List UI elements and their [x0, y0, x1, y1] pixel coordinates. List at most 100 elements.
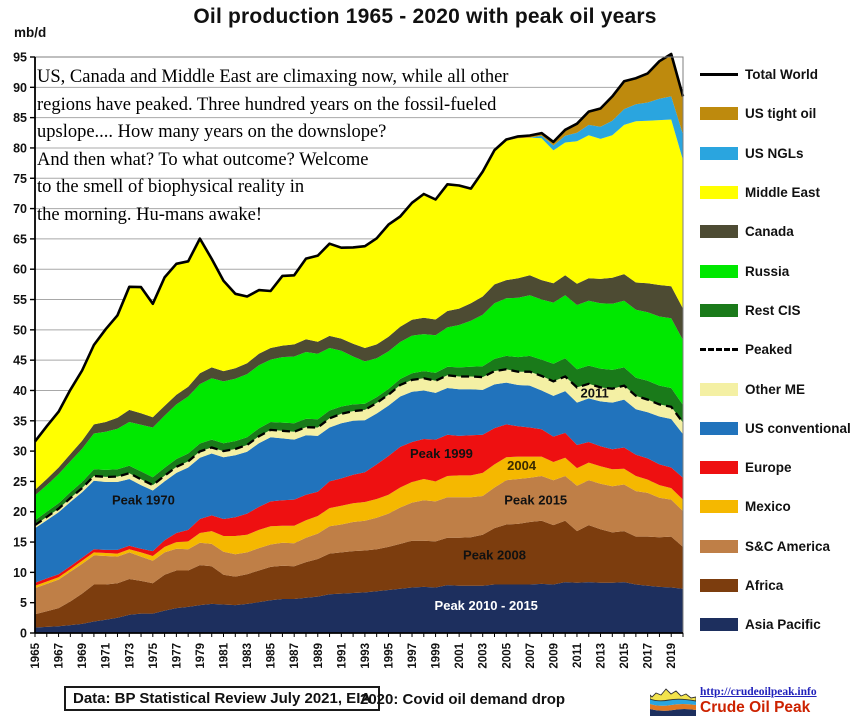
- y-tick-label: 65: [13, 232, 27, 246]
- x-tick-label: 2007: [525, 643, 537, 669]
- legend-swatch-s-c-america: [700, 539, 738, 553]
- legend-swatch-russia: [700, 264, 738, 278]
- x-tick-label: 2003: [478, 643, 490, 669]
- legend-swatch-other-me: [700, 382, 738, 396]
- y-tick-label: 75: [13, 172, 27, 186]
- area-canada: [35, 274, 683, 496]
- y-axis: 0 5 10 15 20 25 30 35 40 45 50 55 60 65 70 75 80 85 90 95: [13, 51, 36, 641]
- y-tick-label: 85: [13, 111, 27, 125]
- x-tick-label: 1991: [336, 642, 348, 668]
- legend-swatch-peaked: [700, 348, 738, 352]
- legend-item-russia: Russia: [700, 251, 850, 290]
- y-tick-label: 30: [13, 445, 27, 459]
- y-tick-label: 10: [13, 566, 27, 580]
- y-tick-label: 60: [13, 263, 27, 277]
- legend-item-asia-pacific: Asia Pacific: [700, 605, 850, 644]
- covid-note: 2020: Covid oil demand drop: [360, 691, 566, 708]
- peak-label-2004: 2004: [507, 458, 537, 473]
- total-world-line: [33, 52, 685, 443]
- x-tick-label: 2001: [454, 642, 466, 668]
- y-tick-label: 0: [20, 627, 27, 641]
- x-tick-label: 1983: [242, 643, 254, 669]
- area-africa: [35, 520, 683, 628]
- y-tick-label: 95: [13, 51, 27, 65]
- x-tick-label: 1999: [431, 643, 443, 669]
- x-tick-label: 1987: [289, 643, 301, 669]
- legend-swatch-asia-pacific: [700, 618, 738, 632]
- area-middle-east: [35, 119, 683, 490]
- y-tick-label: 55: [13, 293, 27, 307]
- legend-label: Russia: [745, 263, 790, 279]
- legend-item-us-tight-oil: US tight oil: [700, 94, 850, 133]
- legend-item-africa: Africa: [700, 566, 850, 605]
- area-series: [35, 54, 683, 633]
- x-tick-label: 2013: [596, 643, 608, 669]
- area-s-c-america: [35, 476, 683, 615]
- crudeoilpeak-logo-text: Crude Oil Peak: [700, 698, 811, 716]
- legend-item-rest-cis: Rest CIS: [700, 291, 850, 330]
- legend-label: US NGLs: [745, 145, 804, 161]
- x-tick-label: 2011: [572, 642, 584, 668]
- x-tick-label: 2005: [501, 642, 513, 668]
- legend-label: Other ME: [745, 381, 806, 397]
- peak-label-peak-2010-2015: Peak 2010 - 2015: [435, 598, 538, 613]
- legend: Total World US tight oil US NGLs Middle Eas…: [700, 55, 850, 644]
- legend-swatch-rest-cis: [700, 303, 738, 317]
- legend-swatch-canada: [700, 225, 738, 239]
- legend-label: Europe: [745, 460, 792, 476]
- x-tick-label: 2009: [548, 643, 560, 669]
- legend-item-europe: Europe: [700, 448, 850, 487]
- legend-label: Africa: [745, 578, 784, 593]
- legend-swatch-africa: [700, 579, 738, 592]
- y-tick-label: 40: [13, 384, 27, 398]
- legend-item-middle-east: Middle East: [700, 173, 850, 212]
- x-tick-label: 1973: [124, 643, 136, 669]
- x-tick-label: 1981: [219, 642, 231, 668]
- crudeoilpeak-link[interactable]: http://crudeoilpeak.info: [700, 686, 817, 699]
- legend-label: Canada: [745, 224, 794, 240]
- data-source-box: Data: BP Statistical Review July 2021, E…: [64, 686, 381, 711]
- x-tick-label: 2019: [666, 643, 678, 669]
- y-tick-label: 5: [20, 596, 27, 610]
- legend-swatch-mexico: [700, 500, 738, 514]
- page-title: Oil production 1965 - 2020 with peak oil…: [193, 5, 657, 28]
- peak-label-peak-1999: Peak 1999: [410, 446, 473, 461]
- legend-label: Peaked: [745, 342, 793, 358]
- legend-item-us-conventional: US conventional: [700, 409, 850, 448]
- x-tick-label: 2017: [643, 643, 655, 669]
- peak-labels: Peak 1970 Peak 1999 2004 Peak 2015 Peak 2008…: [112, 386, 609, 613]
- legend-swatch-us-ngls: [700, 146, 738, 160]
- x-tick-label: 1965: [30, 642, 42, 668]
- x-axis: 1965 1967 1969 1971 1973 1975 1977 1979 1981 1983…: [30, 632, 684, 669]
- legend-label: S&C America: [745, 538, 831, 554]
- legend-item-s-c-america: S&C America: [700, 527, 850, 566]
- y-tick-label: 45: [13, 354, 27, 368]
- x-tick-label: 1977: [171, 643, 183, 669]
- peak-label-2011: 2011: [581, 386, 609, 401]
- legend-swatch-us-conventional: [700, 421, 738, 435]
- crudeoilpeak-logo-texts: http://crudeoilpeak.info Crude Oil Peak: [700, 686, 817, 716]
- x-tick-label: 2015: [619, 642, 631, 668]
- legend-label: Mexico: [745, 499, 791, 515]
- legend-item-other-me: Other ME: [700, 369, 850, 408]
- y-tick-label: 80: [13, 141, 27, 155]
- x-tick-label: 1975: [148, 642, 160, 668]
- x-tick-label: 1971: [101, 642, 113, 668]
- legend-label: Asia Pacific: [745, 617, 821, 633]
- area-asia-pacific: [35, 582, 683, 633]
- legend-item-total-world: Total World: [700, 55, 850, 94]
- y-tick-label: 50: [13, 323, 27, 337]
- area-russia: [35, 295, 683, 521]
- y-axis-unit-label: mb/d: [14, 25, 47, 40]
- peaked-line: [34, 368, 684, 527]
- x-tick-label: 1993: [360, 643, 372, 669]
- legend-swatch-europe: [700, 461, 738, 475]
- legend-label: Middle East: [745, 185, 821, 201]
- x-tick-label: 1985: [266, 642, 278, 668]
- legend-item-us-ngls: US NGLs: [700, 134, 850, 173]
- x-tick-label: 1967: [54, 643, 66, 669]
- footer: Data: BP Statistical Review July 2021, E…: [0, 684, 850, 721]
- area-us-conventional: [35, 382, 683, 583]
- legend-swatch-middle-east: [700, 186, 738, 200]
